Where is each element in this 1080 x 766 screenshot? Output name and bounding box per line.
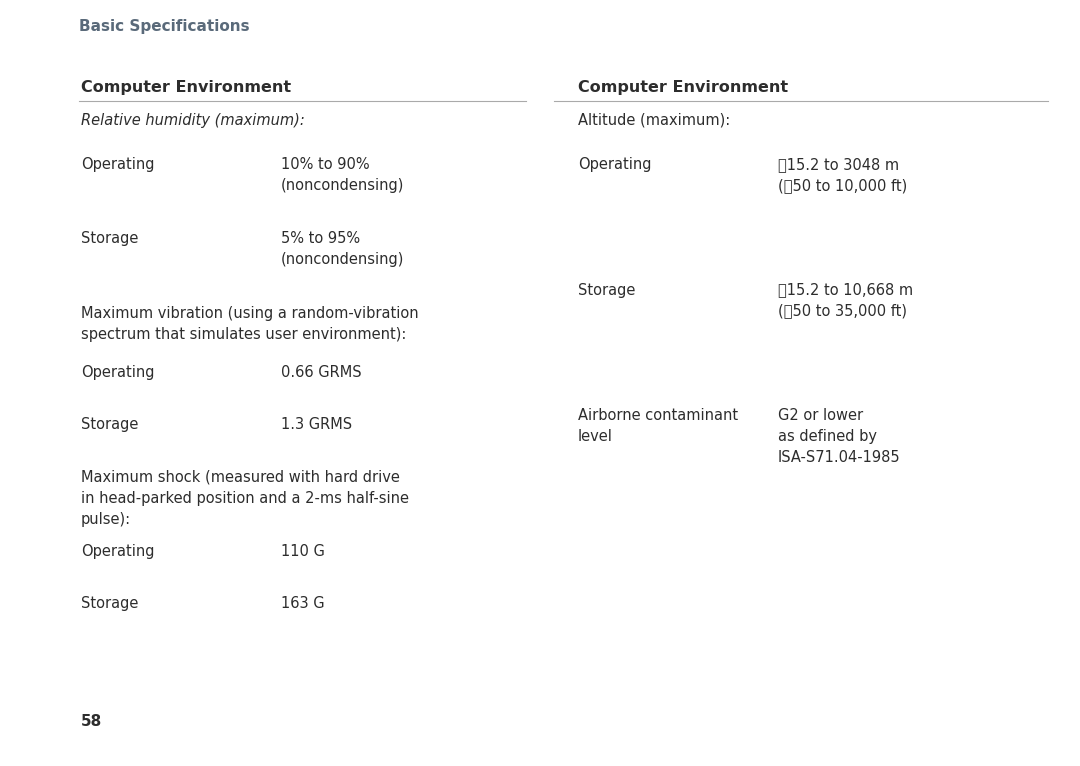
Text: Basic Specifications: Basic Specifications	[79, 19, 249, 34]
Text: Airborne contaminant
level: Airborne contaminant level	[578, 408, 738, 444]
Text: 1.3 GRMS: 1.3 GRMS	[281, 417, 352, 433]
Text: Storage: Storage	[81, 417, 138, 433]
Text: 10% to 90%
(noncondensing): 10% to 90% (noncondensing)	[281, 157, 404, 193]
Text: Maximum vibration (using a random-vibration
spectrum that simulates user environ: Maximum vibration (using a random-vibrat…	[81, 306, 419, 342]
Text: Relative humidity (maximum):: Relative humidity (maximum):	[81, 113, 305, 128]
Text: ⁲15.2 to 10,668 m
(⁲50 to 35,000 ft): ⁲15.2 to 10,668 m (⁲50 to 35,000 ft)	[778, 283, 913, 319]
Text: Operating: Operating	[81, 365, 154, 381]
Text: Maximum shock (measured with hard drive
in head-parked position and a 2-ms half-: Maximum shock (measured with hard drive …	[81, 470, 409, 526]
Text: Altitude (maximum):: Altitude (maximum):	[578, 113, 730, 128]
Text: Computer Environment: Computer Environment	[81, 80, 292, 96]
Text: 163 G: 163 G	[281, 596, 324, 611]
Text: 5% to 95%
(noncondensing): 5% to 95% (noncondensing)	[281, 231, 404, 267]
Text: Operating: Operating	[81, 544, 154, 559]
Text: ⁲15.2 to 3048 m
(⁲50 to 10,000 ft): ⁲15.2 to 3048 m (⁲50 to 10,000 ft)	[778, 157, 907, 193]
Text: Operating: Operating	[578, 157, 651, 172]
Text: 0.66 GRMS: 0.66 GRMS	[281, 365, 362, 381]
Text: Computer Environment: Computer Environment	[578, 80, 788, 96]
Text: 58: 58	[81, 714, 103, 729]
Text: Storage: Storage	[578, 283, 635, 298]
Text: G2 or lower
as defined by
ISA-S71.04-1985: G2 or lower as defined by ISA-S71.04-198…	[778, 408, 901, 465]
Text: 110 G: 110 G	[281, 544, 325, 559]
Text: Storage: Storage	[81, 231, 138, 247]
Text: Operating: Operating	[81, 157, 154, 172]
Text: Storage: Storage	[81, 596, 138, 611]
